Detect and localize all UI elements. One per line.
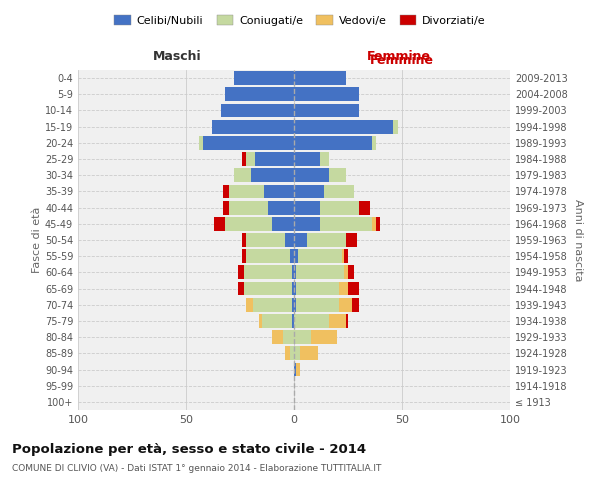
Bar: [292, 298, 294, 312]
Bar: [238, 282, 244, 296]
Bar: [298, 250, 341, 263]
Bar: [294, 217, 320, 230]
Text: COMUNE DI CLIVIO (VA) - Dati ISTAT 1° gennaio 2014 - Elaborazione TUTTITALIA.IT: COMUNE DI CLIVIO (VA) - Dati ISTAT 1° ge…: [12, 464, 382, 473]
Bar: [348, 282, 359, 296]
Bar: [264, 184, 294, 198]
Bar: [233, 168, 251, 182]
Legend: Celibi/Nubili, Coniugati/e, Vedovi/e, Divorziati/e: Celibi/Nubili, Coniugati/e, Vedovi/e, Di…: [110, 10, 490, 30]
Bar: [247, 152, 255, 166]
Bar: [290, 250, 294, 263]
Bar: [344, 250, 348, 263]
Bar: [372, 217, 376, 230]
Bar: [225, 217, 272, 230]
Bar: [294, 282, 296, 296]
Bar: [296, 362, 301, 376]
Bar: [225, 88, 294, 101]
Bar: [294, 266, 296, 280]
Bar: [233, 71, 294, 85]
Bar: [294, 136, 372, 149]
Bar: [221, 104, 294, 118]
Y-axis label: Anni di nascita: Anni di nascita: [573, 198, 583, 281]
Bar: [255, 152, 294, 166]
Bar: [247, 233, 286, 247]
Bar: [223, 200, 229, 214]
Bar: [307, 233, 346, 247]
Bar: [329, 314, 346, 328]
Bar: [294, 120, 394, 134]
Bar: [301, 346, 318, 360]
Bar: [294, 250, 298, 263]
Bar: [294, 200, 320, 214]
Y-axis label: Fasce di età: Fasce di età: [32, 207, 42, 273]
Bar: [348, 266, 355, 280]
Bar: [214, 217, 225, 230]
Bar: [394, 120, 398, 134]
Bar: [247, 250, 290, 263]
Bar: [290, 346, 294, 360]
Bar: [346, 233, 356, 247]
Bar: [292, 282, 294, 296]
Bar: [242, 152, 247, 166]
Bar: [296, 266, 344, 280]
Bar: [238, 266, 244, 280]
Bar: [320, 152, 329, 166]
Text: Popolazione per età, sesso e stato civile - 2014: Popolazione per età, sesso e stato civil…: [12, 442, 366, 456]
Bar: [262, 314, 292, 328]
Bar: [229, 184, 264, 198]
Bar: [294, 330, 311, 344]
Bar: [376, 217, 380, 230]
Bar: [320, 217, 372, 230]
Bar: [294, 298, 296, 312]
Text: Femmine: Femmine: [367, 50, 431, 62]
Bar: [294, 362, 296, 376]
Bar: [203, 136, 294, 149]
Bar: [294, 233, 307, 247]
Bar: [311, 330, 337, 344]
Bar: [344, 266, 348, 280]
Bar: [212, 120, 294, 134]
Bar: [359, 200, 370, 214]
Bar: [223, 184, 229, 198]
Bar: [283, 330, 294, 344]
Bar: [244, 282, 292, 296]
Bar: [292, 266, 294, 280]
Text: Maschi: Maschi: [152, 50, 202, 62]
Bar: [199, 136, 203, 149]
Bar: [292, 314, 294, 328]
Bar: [294, 88, 359, 101]
Bar: [242, 250, 247, 263]
Bar: [286, 233, 294, 247]
Bar: [294, 346, 301, 360]
Bar: [272, 330, 283, 344]
Bar: [352, 298, 359, 312]
Bar: [259, 314, 262, 328]
Bar: [268, 200, 294, 214]
Bar: [253, 298, 292, 312]
Text: Femmine: Femmine: [370, 54, 434, 66]
Bar: [294, 104, 359, 118]
Bar: [340, 298, 352, 312]
Bar: [341, 250, 344, 263]
Bar: [320, 200, 359, 214]
Bar: [294, 314, 329, 328]
Bar: [329, 168, 346, 182]
Bar: [272, 217, 294, 230]
Bar: [294, 168, 329, 182]
Bar: [286, 346, 290, 360]
Bar: [294, 71, 346, 85]
Bar: [340, 282, 348, 296]
Bar: [346, 314, 348, 328]
Bar: [372, 136, 376, 149]
Bar: [294, 184, 324, 198]
Bar: [251, 168, 294, 182]
Bar: [296, 298, 340, 312]
Bar: [242, 233, 247, 247]
Bar: [294, 152, 320, 166]
Bar: [324, 184, 355, 198]
Bar: [244, 266, 292, 280]
Bar: [229, 200, 268, 214]
Bar: [247, 298, 253, 312]
Bar: [296, 282, 340, 296]
